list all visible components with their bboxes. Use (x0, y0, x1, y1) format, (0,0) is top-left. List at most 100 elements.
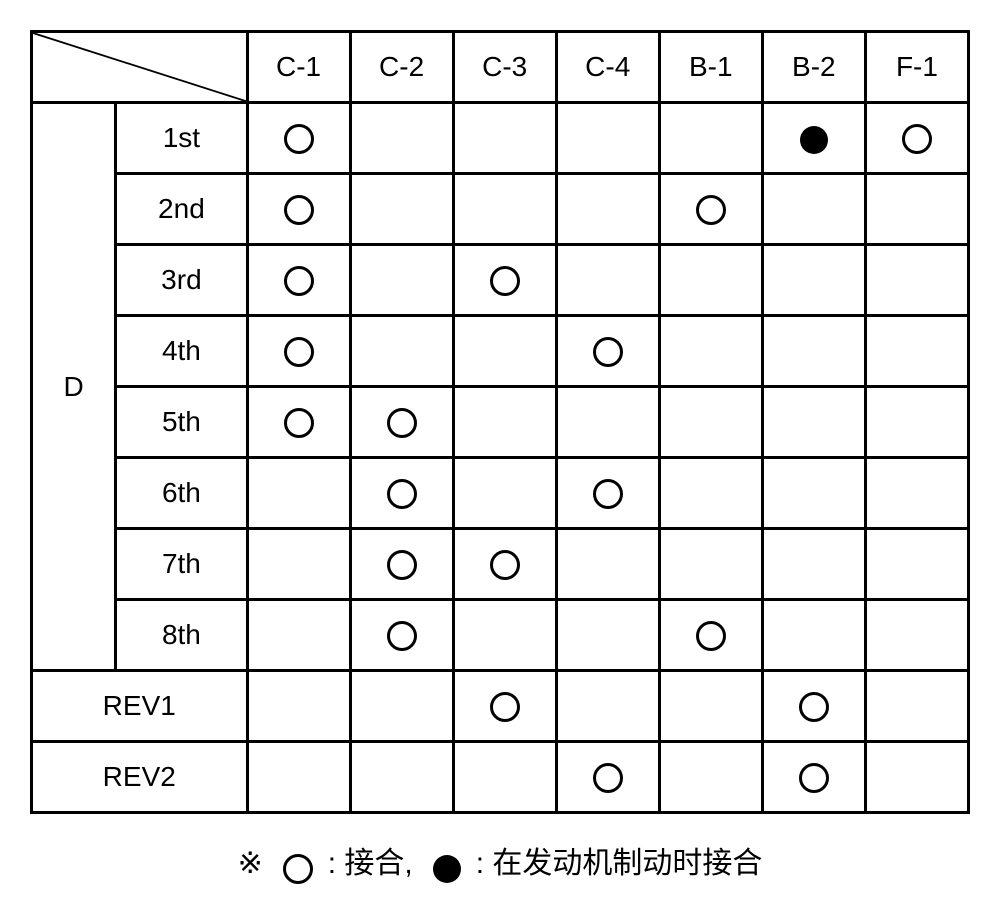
engagement-cell (556, 529, 659, 600)
engagement-cell (865, 103, 968, 174)
engagement-cell (865, 458, 968, 529)
engagement-cell (762, 529, 865, 600)
engagement-cell (247, 600, 350, 671)
corner-cell (32, 32, 248, 103)
gear-label: 1st (116, 103, 247, 174)
hollow-circle-icon (284, 195, 314, 225)
engagement-cell (247, 316, 350, 387)
engagement-cell (453, 174, 556, 245)
hollow-circle-icon (696, 195, 726, 225)
gear-label: REV1 (32, 671, 248, 742)
hollow-circle-icon (593, 763, 623, 793)
engagement-cell (762, 458, 865, 529)
hollow-circle-icon (490, 550, 520, 580)
hollow-circle-icon (387, 408, 417, 438)
engagement-cell (865, 671, 968, 742)
hollow-circle-icon (284, 266, 314, 296)
engagement-table-wrap: C-1 C-2 C-3 C-4 B-1 B-2 F-1 D1st2nd3rd4t… (30, 30, 970, 814)
engagement-cell (659, 103, 762, 174)
table-row: D1st (32, 103, 969, 174)
engagement-cell (556, 671, 659, 742)
engagement-cell (453, 671, 556, 742)
engagement-cell (659, 174, 762, 245)
hollow-circle-icon (284, 408, 314, 438)
gear-label: 7th (116, 529, 247, 600)
gear-label: 6th (116, 458, 247, 529)
hollow-circle-icon (902, 124, 932, 154)
hollow-circle-icon (387, 621, 417, 651)
engagement-cell (865, 742, 968, 813)
engagement-cell (556, 103, 659, 174)
engagement-cell (350, 387, 453, 458)
engagement-cell (247, 742, 350, 813)
table-row: REV2 (32, 742, 969, 813)
gear-label: 4th (116, 316, 247, 387)
gear-label: 3rd (116, 245, 247, 316)
engagement-cell (865, 245, 968, 316)
engagement-cell (247, 387, 350, 458)
engagement-cell (350, 742, 453, 813)
engagement-cell (659, 458, 762, 529)
engagement-cell (350, 174, 453, 245)
engagement-cell (453, 458, 556, 529)
table-row: 7th (32, 529, 969, 600)
engagement-cell (556, 387, 659, 458)
legend-hollow-text: : 接合, (328, 847, 413, 880)
table-row: 6th (32, 458, 969, 529)
hollow-circle-icon (283, 854, 313, 884)
engagement-cell (247, 458, 350, 529)
hollow-circle-icon (593, 479, 623, 509)
engagement-cell (659, 387, 762, 458)
engagement-cell (453, 529, 556, 600)
gear-label: 8th (116, 600, 247, 671)
engagement-cell (659, 671, 762, 742)
engagement-cell (865, 316, 968, 387)
engagement-cell (865, 600, 968, 671)
legend-solid-text: : 在发动机制动时接合 (476, 847, 763, 880)
engagement-cell (350, 600, 453, 671)
hollow-circle-icon (387, 479, 417, 509)
engagement-table: C-1 C-2 C-3 C-4 B-1 B-2 F-1 D1st2nd3rd4t… (30, 30, 970, 814)
hollow-circle-icon (799, 763, 829, 793)
gear-label: 2nd (116, 174, 247, 245)
engagement-cell (453, 316, 556, 387)
hollow-circle-icon (593, 337, 623, 367)
table-row: REV1 (32, 671, 969, 742)
engagement-cell (556, 458, 659, 529)
engagement-cell (659, 529, 762, 600)
hollow-circle-icon (490, 266, 520, 296)
col-header: C-1 (247, 32, 350, 103)
engagement-cell (350, 316, 453, 387)
gear-label: 5th (116, 387, 247, 458)
legend: ※ : 接合, : 在发动机制动时接合 (30, 838, 970, 882)
engagement-cell (659, 600, 762, 671)
engagement-cell (762, 600, 865, 671)
engagement-cell (350, 458, 453, 529)
col-header: C-4 (556, 32, 659, 103)
engagement-cell (453, 103, 556, 174)
engagement-cell (762, 387, 865, 458)
hollow-circle-icon (284, 337, 314, 367)
legend-prefix: ※ (238, 847, 263, 880)
table-row: 8th (32, 600, 969, 671)
engagement-cell (556, 600, 659, 671)
engagement-cell (762, 245, 865, 316)
solid-circle-icon (433, 855, 461, 883)
engagement-cell (865, 174, 968, 245)
col-header: B-1 (659, 32, 762, 103)
hollow-circle-icon (696, 621, 726, 651)
engagement-cell (659, 245, 762, 316)
engagement-cell (659, 316, 762, 387)
col-header: B-2 (762, 32, 865, 103)
table-body: D1st2nd3rd4th5th6th7th8thREV1REV2 (32, 103, 969, 813)
engagement-cell (556, 245, 659, 316)
engagement-cell (350, 529, 453, 600)
engagement-cell (762, 174, 865, 245)
gear-label: REV2 (32, 742, 248, 813)
engagement-cell (350, 245, 453, 316)
engagement-cell (453, 387, 556, 458)
engagement-cell (556, 174, 659, 245)
col-header: F-1 (865, 32, 968, 103)
table-row: 3rd (32, 245, 969, 316)
engagement-cell (350, 671, 453, 742)
